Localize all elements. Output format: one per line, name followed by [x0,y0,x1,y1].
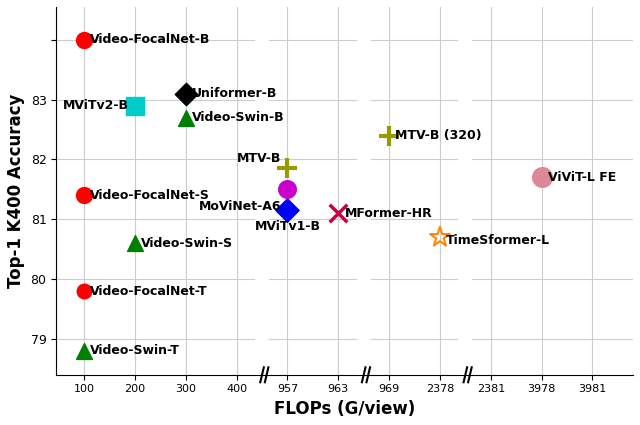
Point [282,207,292,214]
Text: Video-FocalNet-T: Video-FocalNet-T [90,285,208,297]
Point [130,102,140,109]
Text: TimeSformer-L: TimeSformer-L [446,234,550,246]
Text: MoViNet-A6: MoViNet-A6 [199,200,282,213]
Text: Video-Swin-S: Video-Swin-S [141,237,233,250]
Point [282,165,292,172]
Text: MFormer-HR: MFormer-HR [344,207,432,220]
Text: Video-FocalNet-S: Video-FocalNet-S [90,189,210,202]
Point [180,90,191,97]
Point [384,132,394,139]
Point [79,37,90,43]
Text: MViTv1-B: MViTv1-B [255,221,321,233]
Point [536,174,547,181]
Point [435,234,445,241]
Point [130,240,140,246]
Text: ViViT-L FE: ViViT-L FE [548,171,616,184]
Text: MViTv2-B: MViTv2-B [63,99,129,112]
Point [333,210,344,217]
Text: Video-Swin-B: Video-Swin-B [192,111,285,124]
Text: Video-Swin-T: Video-Swin-T [90,344,180,357]
X-axis label: FLOPs (G/view): FLOPs (G/view) [274,400,415,418]
Y-axis label: Top-1 K400 Accuracy: Top-1 K400 Accuracy [7,94,25,288]
Text: Uniformer-B: Uniformer-B [192,87,277,100]
Point [79,288,90,295]
Point [282,186,292,193]
Text: Video-FocalNet-B: Video-FocalNet-B [90,33,211,46]
Text: MTV-B: MTV-B [237,152,282,165]
Point [79,348,90,354]
Text: MTV-B (320): MTV-B (320) [396,129,482,142]
Point [180,114,191,121]
Point [79,192,90,199]
